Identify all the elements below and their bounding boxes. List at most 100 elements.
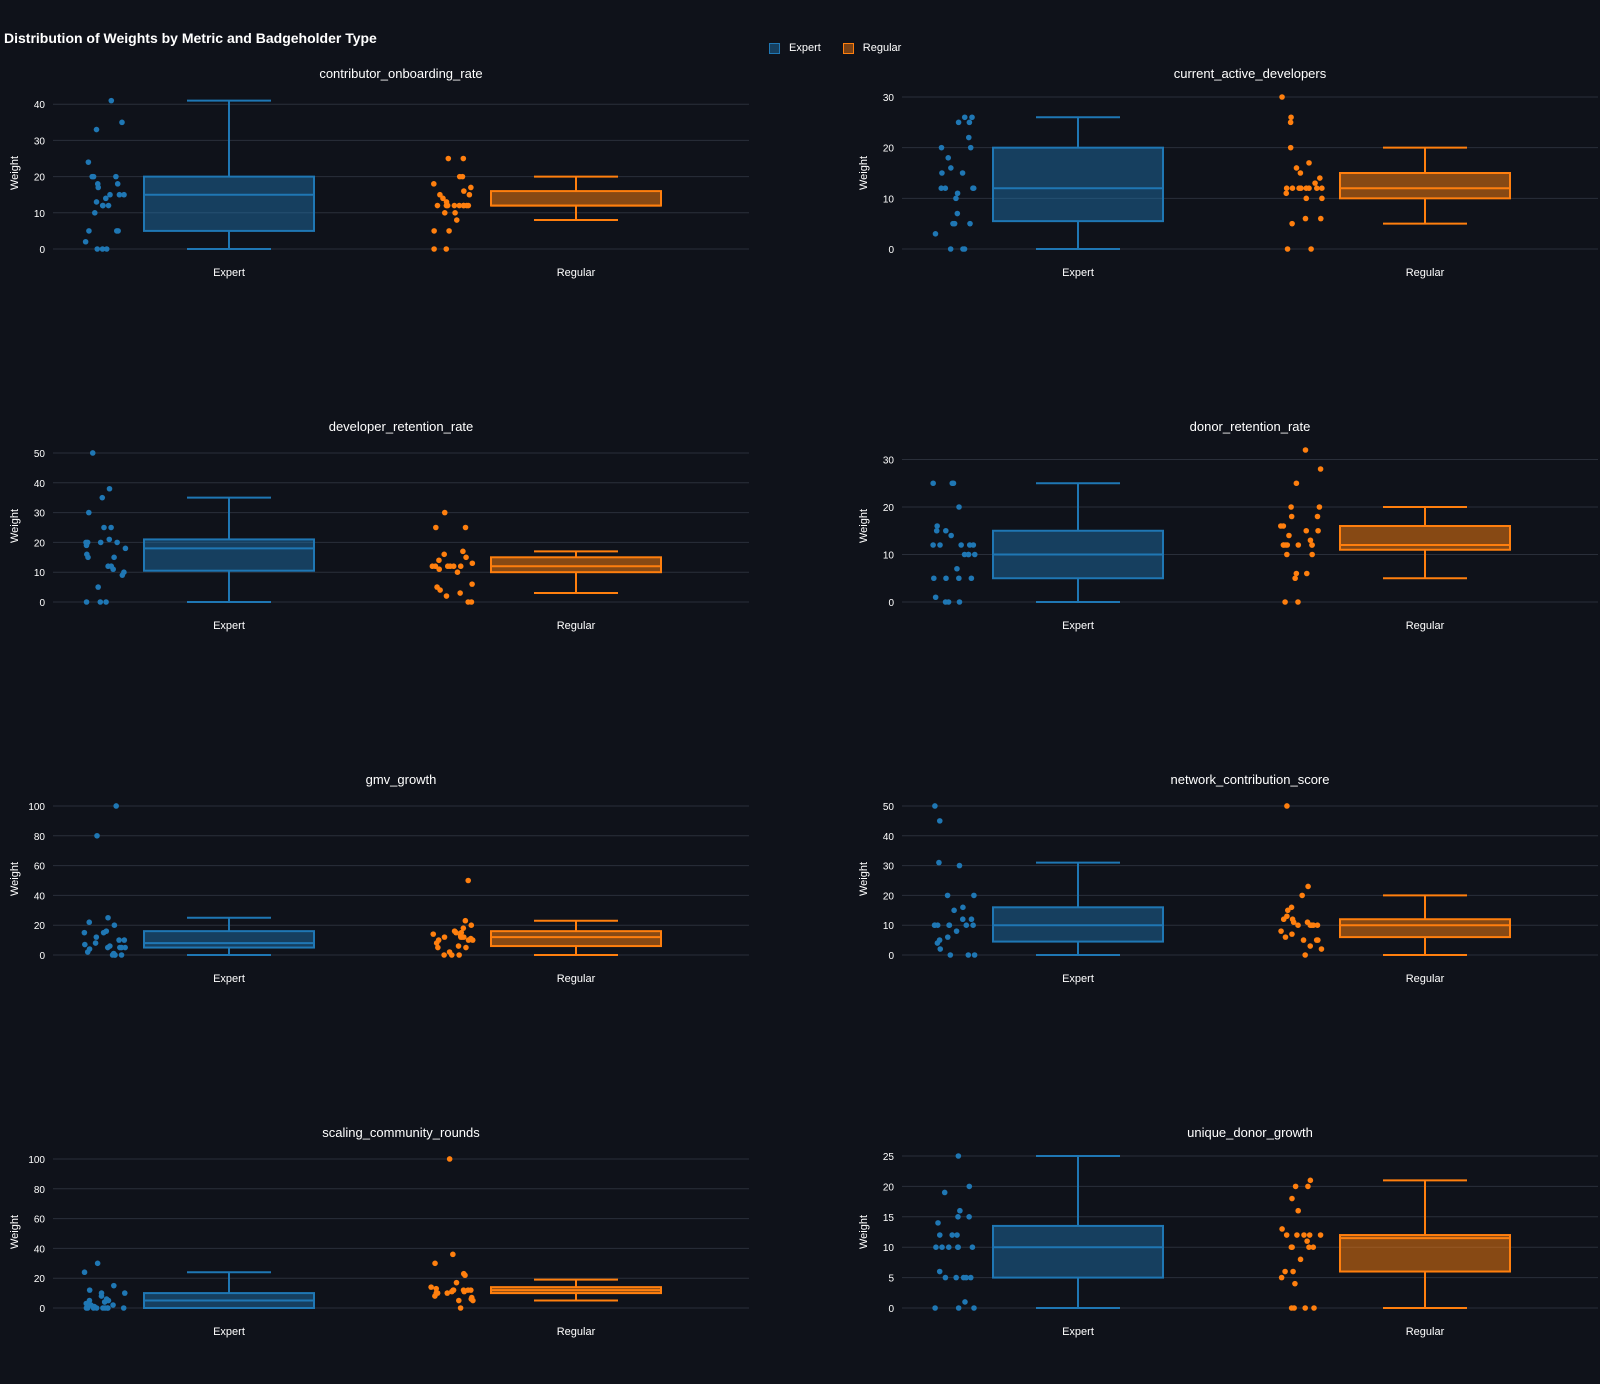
series-regular xyxy=(1279,94,1511,252)
box xyxy=(1339,172,1511,200)
data-point xyxy=(444,1290,451,1296)
y-tick-label: 10 xyxy=(34,209,46,220)
data-point xyxy=(113,173,119,180)
data-point xyxy=(1290,1268,1296,1275)
data-point xyxy=(93,199,100,205)
subplot-title: scaling_community_rounds xyxy=(322,1125,480,1140)
x-tick-label: Expert xyxy=(1062,267,1094,279)
y-axis-label: Weight xyxy=(858,156,870,190)
data-point xyxy=(930,480,936,487)
data-point xyxy=(1287,144,1294,151)
y-tick-label: 20 xyxy=(34,538,46,549)
box xyxy=(490,930,662,948)
y-tick-label: 40 xyxy=(34,479,46,490)
data-point xyxy=(931,575,937,582)
data-point xyxy=(456,952,462,958)
box xyxy=(143,175,315,232)
data-point xyxy=(966,119,973,126)
data-point xyxy=(443,202,450,209)
data-point xyxy=(81,929,88,936)
data-point xyxy=(953,1274,959,1281)
data-point xyxy=(117,944,123,951)
y-tick-label: 10 xyxy=(883,921,895,932)
data-point xyxy=(441,509,448,516)
data-point xyxy=(469,581,475,587)
data-point xyxy=(94,1260,101,1267)
legend-item-expert[interactable]: Expert xyxy=(769,42,821,54)
data-point xyxy=(936,818,943,824)
x-tick-label: Regular xyxy=(557,973,596,985)
data-point xyxy=(116,937,122,943)
data-point xyxy=(955,1153,962,1159)
y-tick-label: 30 xyxy=(883,862,895,873)
data-point xyxy=(1282,599,1288,605)
data-point xyxy=(93,126,100,133)
box xyxy=(1339,1234,1511,1273)
x-tick-label: Regular xyxy=(1406,620,1445,632)
data-point xyxy=(946,922,953,928)
data-point xyxy=(957,1207,963,1214)
data-point xyxy=(934,523,940,529)
data-point xyxy=(932,594,939,601)
data-point xyxy=(956,599,963,605)
data-point xyxy=(942,1274,949,1281)
data-point xyxy=(1315,937,1321,943)
y-tick-label: 100 xyxy=(28,1155,45,1166)
series-regular xyxy=(1277,447,1511,605)
data-point xyxy=(954,1232,960,1238)
y-tick-label: 0 xyxy=(39,245,45,256)
data-point xyxy=(1297,170,1304,176)
data-point xyxy=(969,114,975,121)
data-point xyxy=(1309,551,1315,558)
data-point xyxy=(445,155,452,162)
legend-swatch-expert xyxy=(769,42,780,54)
data-point xyxy=(443,246,450,252)
legend-item-regular[interactable]: Regular xyxy=(842,42,901,54)
data-point xyxy=(109,952,116,958)
data-point xyxy=(1317,1232,1324,1238)
box xyxy=(992,1224,1164,1279)
y-tick-label: 40 xyxy=(34,1244,46,1255)
data-point xyxy=(1298,185,1304,191)
y-tick-label: 10 xyxy=(34,568,46,579)
y-tick-label: 10 xyxy=(883,551,895,562)
data-point xyxy=(430,931,437,937)
data-point xyxy=(1317,175,1323,181)
y-tick-label: 30 xyxy=(883,93,895,104)
data-point xyxy=(83,599,90,605)
x-tick-label: Expert xyxy=(1062,973,1094,985)
chart-title: Distribution of Weights by Metric and Ba… xyxy=(4,30,377,46)
data-point xyxy=(469,937,476,943)
data-point xyxy=(103,599,109,605)
y-tick-label: 30 xyxy=(34,509,46,520)
data-point xyxy=(969,1244,976,1250)
data-point xyxy=(1309,542,1315,548)
subplot-title: unique_donor_growth xyxy=(1187,1125,1313,1140)
data-point xyxy=(105,563,111,570)
box xyxy=(992,146,1164,223)
series-regular xyxy=(430,877,662,958)
data-point xyxy=(960,1274,967,1281)
y-axis-label: Weight xyxy=(858,509,870,543)
data-point xyxy=(966,1214,972,1220)
series-regular xyxy=(1278,803,1511,958)
data-point xyxy=(84,949,91,955)
data-point xyxy=(968,916,975,923)
y-tick-label: 60 xyxy=(34,862,46,873)
data-point xyxy=(1292,1280,1298,1287)
y-tick-label: 40 xyxy=(34,100,46,111)
data-point xyxy=(955,1244,961,1250)
legend-swatch-regular xyxy=(842,42,854,54)
data-point xyxy=(82,238,89,245)
legend[interactable]: Expert Regular xyxy=(769,42,901,54)
data-point xyxy=(1302,215,1309,222)
data-point xyxy=(448,952,455,958)
data-point xyxy=(431,181,437,187)
data-point xyxy=(119,119,125,126)
subplot-title: current_active_developers xyxy=(1174,66,1327,81)
data-point xyxy=(971,1305,977,1311)
data-point xyxy=(1283,1232,1290,1238)
data-point xyxy=(432,1260,438,1267)
data-point xyxy=(1317,466,1324,472)
subplot-donor-retention-rate: donor_retention_rate 0 10 20 30 Weight Expert R… xyxy=(858,419,1598,632)
